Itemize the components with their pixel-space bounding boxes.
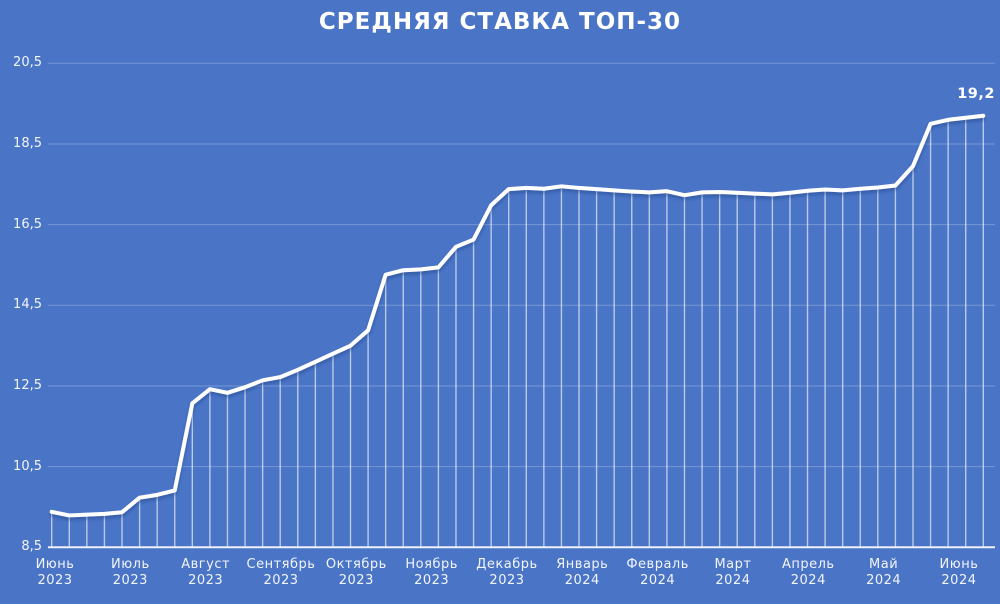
- y-axis-tick-label: 10,5: [13, 458, 42, 474]
- month-year: 2024: [790, 573, 826, 588]
- x-axis-month-label: Июль 2023: [111, 557, 150, 589]
- x-axis-month-label: Июнь 2023: [36, 557, 75, 589]
- month-year: 2024: [941, 573, 977, 588]
- month-year: 2024: [866, 573, 902, 588]
- month-name: Ноябрь: [405, 557, 458, 572]
- x-axis-month-label: Октябрь 2023: [326, 557, 387, 589]
- month-name: Июнь: [35, 557, 75, 572]
- y-axis-tick-label: 8,5: [21, 539, 42, 555]
- month-name: Февраль: [626, 557, 689, 572]
- x-axis-month-label: Февраль 2024: [626, 557, 689, 589]
- month-year: 2023: [112, 573, 148, 588]
- month-name: Октябрь: [325, 557, 387, 572]
- y-axis-tick-label: 16,5: [13, 216, 42, 232]
- month-year: 2024: [564, 573, 600, 588]
- month-name: Март: [714, 557, 752, 572]
- month-year: 2023: [37, 573, 73, 588]
- month-name: Декабрь: [476, 557, 538, 572]
- month-name: Январь: [556, 557, 609, 572]
- x-axis-month-label: Декабрь 2023: [476, 557, 537, 589]
- chart-title: СРЕДНЯЯ СТАВКА ТОП-30: [318, 9, 682, 35]
- x-axis-month-label: Ноябрь 2023: [405, 557, 457, 589]
- month-name: Апрель: [781, 557, 835, 572]
- x-axis-month-label: Январь 2024: [556, 557, 608, 589]
- y-axis-tick-label: 14,5: [13, 297, 42, 313]
- y-axis-tick-label: 20,5: [13, 55, 42, 71]
- month-year: 2024: [640, 573, 676, 588]
- x-axis-month-label: Август 2023: [181, 557, 230, 589]
- month-name: Август: [181, 557, 231, 572]
- last-value-label: 19,2: [957, 86, 995, 102]
- month-year: 2023: [414, 573, 450, 588]
- y-axis-tick-label: 18,5: [13, 135, 42, 151]
- month-name: Июль: [111, 557, 150, 572]
- x-axis-month-label: Март 2024: [714, 557, 751, 589]
- month-year: 2024: [715, 573, 751, 588]
- y-axis-tick-label: 12,5: [13, 377, 42, 393]
- month-year: 2023: [489, 573, 525, 588]
- month-name: Май: [869, 557, 899, 572]
- x-axis-month-label: Апрель 2024: [782, 557, 835, 589]
- x-axis-month-label: Июнь 2024: [940, 557, 979, 589]
- x-axis: Июнь 2023 Июль 2023 Август 2023 Сентябрь 2023 Ок…: [0, 557, 1000, 597]
- x-axis-month-label: Сентябрь 2023: [247, 557, 316, 589]
- month-year: 2023: [263, 573, 299, 588]
- month-name: Сентябрь: [246, 557, 316, 572]
- y-axis: 8,5 10,5 12,5 14,5 16,5 18,5 20,5: [0, 0, 42, 604]
- month-year: 2023: [188, 573, 224, 588]
- month-name: Июнь: [939, 557, 979, 572]
- month-year: 2023: [338, 573, 374, 588]
- series-line: [49, 113, 986, 518]
- x-axis-month-label: Май 2024: [866, 557, 901, 589]
